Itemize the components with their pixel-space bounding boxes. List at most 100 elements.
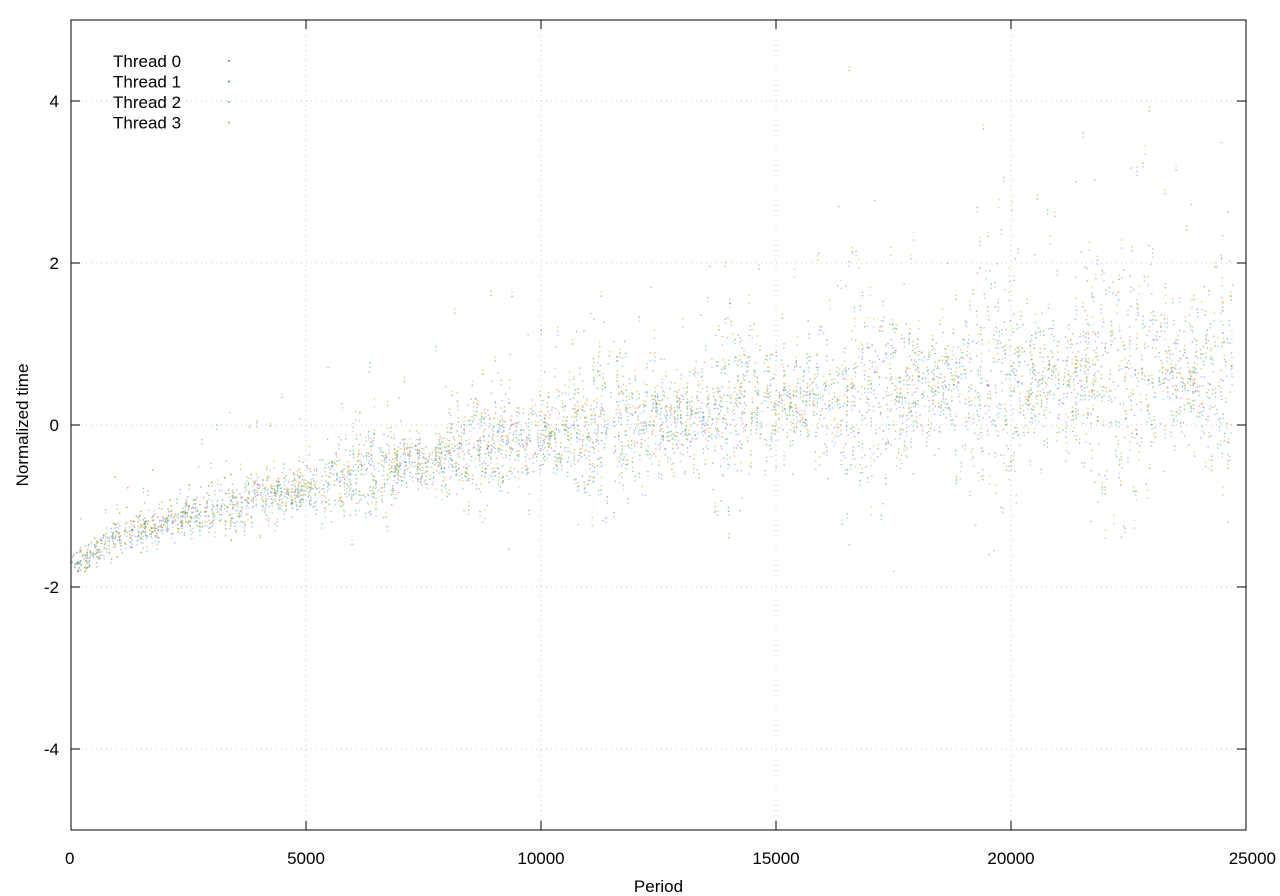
data-point [831, 440, 833, 442]
data-point [631, 461, 634, 463]
data-point [705, 349, 707, 351]
data-point [1015, 369, 1018, 372]
data-point [748, 360, 750, 362]
data-point [1166, 356, 1168, 359]
data-point [961, 445, 964, 447]
data-point [247, 519, 249, 521]
data-point [1074, 276, 1077, 278]
data-point [375, 501, 378, 503]
data-point [1217, 345, 1219, 348]
data-point [786, 391, 789, 393]
data-point [448, 422, 451, 425]
data-point [947, 367, 950, 370]
data-point [138, 527, 141, 529]
data-point [715, 436, 718, 439]
data-point [1000, 233, 1003, 235]
data-point [1192, 390, 1194, 393]
data-point [987, 397, 989, 399]
data-point [131, 534, 134, 537]
data-point [510, 419, 513, 421]
data-point [434, 432, 437, 435]
data-point [1135, 347, 1138, 350]
data-point [885, 448, 887, 450]
data-point [967, 428, 969, 430]
data-point [456, 470, 458, 472]
data-point [527, 437, 529, 439]
data-point [87, 545, 90, 547]
data-point [586, 398, 588, 400]
data-point [691, 413, 693, 415]
data-point [769, 444, 771, 447]
data-point [878, 384, 881, 386]
data-point [534, 424, 537, 427]
data-point [970, 459, 973, 461]
data-point [926, 370, 928, 372]
data-point [945, 386, 947, 388]
data-point [1131, 436, 1133, 439]
data-point [806, 391, 809, 393]
data-point [922, 429, 924, 432]
data-point [1222, 494, 1224, 496]
data-point [526, 444, 528, 446]
data-point [890, 254, 892, 257]
data-point [494, 360, 497, 362]
data-point [192, 517, 195, 519]
data-point [922, 376, 924, 379]
data-point [542, 439, 545, 441]
data-point [820, 326, 822, 328]
data-point [1017, 355, 1020, 358]
data-point [1070, 419, 1072, 421]
data-point [601, 388, 604, 391]
data-point [748, 334, 750, 337]
data-point [949, 413, 951, 415]
data-point [411, 446, 414, 449]
data-point [685, 433, 687, 435]
data-point [588, 455, 590, 457]
data-point [213, 518, 216, 521]
data-point [355, 438, 358, 440]
data-point [843, 377, 846, 380]
data-point [634, 377, 636, 379]
data-point [1091, 389, 1093, 391]
data-point [375, 515, 377, 517]
data-point [552, 430, 554, 433]
data-point [931, 338, 934, 341]
data-point [360, 461, 362, 463]
data-point [975, 342, 978, 344]
data-point [1102, 326, 1104, 328]
data-point [313, 469, 316, 471]
data-point [723, 418, 726, 421]
data-point [622, 393, 624, 395]
data-point [666, 414, 668, 417]
data-point [1120, 276, 1123, 279]
data-point [506, 475, 508, 477]
data-point [662, 439, 665, 442]
data-point [186, 511, 189, 514]
data-point [1082, 132, 1084, 134]
data-point [586, 404, 588, 406]
data-point [281, 396, 283, 398]
data-point [1001, 347, 1003, 349]
data-point [143, 502, 146, 504]
data-point [1031, 417, 1034, 420]
data-point [1202, 360, 1204, 363]
data-point [1091, 457, 1093, 459]
data-point [883, 360, 885, 362]
data-point [565, 423, 567, 426]
data-point [89, 553, 91, 555]
data-point [419, 468, 421, 471]
data-point [816, 402, 819, 404]
data-point [694, 416, 697, 419]
data-point [348, 489, 351, 491]
data-point [651, 403, 654, 406]
data-point [590, 408, 592, 411]
data-point [439, 462, 441, 464]
data-point [479, 437, 481, 439]
data-point [369, 490, 372, 492]
data-point [1151, 293, 1153, 295]
data-point [989, 397, 992, 400]
data-point [783, 370, 785, 372]
data-point [857, 432, 859, 434]
data-point [347, 473, 350, 475]
data-point [899, 416, 901, 418]
